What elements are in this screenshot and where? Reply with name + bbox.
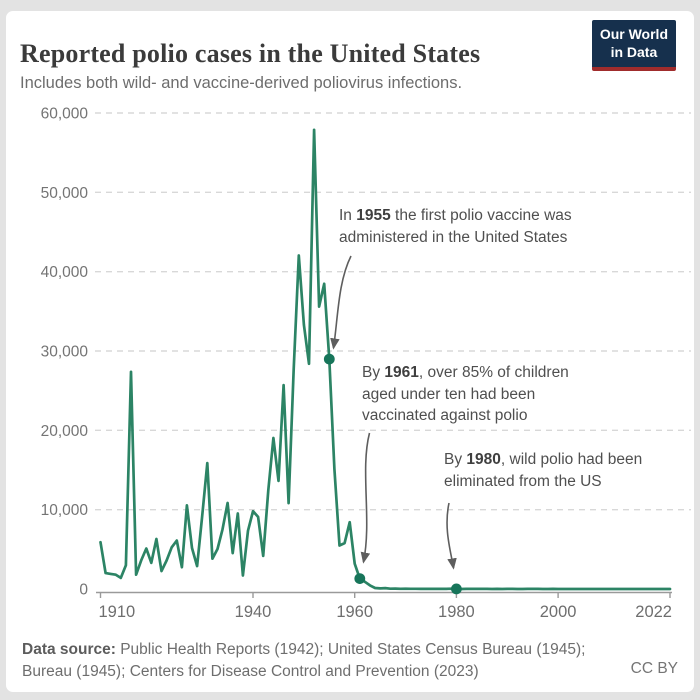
annotation-1955-first-vaccine: In 1955 the first polio vaccine was admi… [339,205,619,248]
gridlines [95,112,691,511]
annotation-text: , over 85% of children aged under ten ha… [362,364,569,424]
x-tick-label: 2000 [540,603,577,621]
y-axis-labels: 0 10,000 20,000 30,000 40,000 50,000 60,000 [41,106,89,599]
marker-1961[interactable] [354,573,366,584]
y-tick-label: 40,000 [41,264,89,281]
x-tick-label: 1910 [99,603,136,621]
annotation-year: 1980 [466,451,501,468]
annotation-markers [323,353,462,595]
chart-subtitle: Includes both wild- and vaccine-derived … [20,73,463,92]
license-badge: CC BY [630,660,678,677]
annotation-text: , wild polio had been eliminated from th… [444,451,643,490]
polio-cases-line[interactable] [99,128,672,591]
annotation-text: the first polio vaccine was administered… [339,207,572,246]
x-tick-label: 2022 [635,603,672,621]
owid-logo-line1: Our World [599,26,668,42]
x-axis-labels: 1910 1940 1960 1980 2000 2022 [99,603,673,621]
y-tick-label: 20,000 [41,423,89,440]
y-tick-label: 0 [79,582,88,599]
x-axis [96,591,672,598]
marker-1955[interactable] [323,353,335,365]
annotation-year: 1955 [356,207,391,224]
owid-logo-line2: in Data [610,43,658,60]
owid-logo: Our World in Data [591,20,676,71]
annotation-1961-vaccinated-children: By 1961, over 85% of children aged under… [362,362,588,427]
annotation-arrows [330,255,457,570]
annotation-arrow-1961 [360,432,371,564]
x-tick-label: 1980 [438,603,475,621]
marker-1980[interactable] [451,583,462,595]
annotation-1980-wild-polio-eliminated: By 1980, wild polio had been eliminated … [444,449,679,492]
y-tick-label: 60,000 [41,106,89,123]
annotation-text: By [444,451,467,468]
annotation-arrow-1955 [330,255,352,350]
y-tick-label: 30,000 [41,344,89,361]
data-source-label: Data source: [22,641,116,658]
data-source-note: Data source: Public Health Reports (1942… [22,639,622,683]
chart-title: Reported polio cases in the United State… [20,39,481,69]
y-tick-label: 10,000 [41,502,89,519]
annotation-arrow-1980 [446,502,457,570]
x-tick-label: 1940 [235,603,272,621]
x-tick-label: 1960 [336,603,373,621]
annotation-year: 1961 [384,364,419,381]
annotation-text: By [362,364,385,381]
data-source-line1: Public Health Reports (1942); United Sta… [115,641,586,658]
y-tick-label: 50,000 [41,185,89,202]
data-source-line2: Bureau (1945); Centers for Disease Contr… [22,663,479,680]
data-series [99,128,672,591]
annotation-text: In [339,207,357,224]
